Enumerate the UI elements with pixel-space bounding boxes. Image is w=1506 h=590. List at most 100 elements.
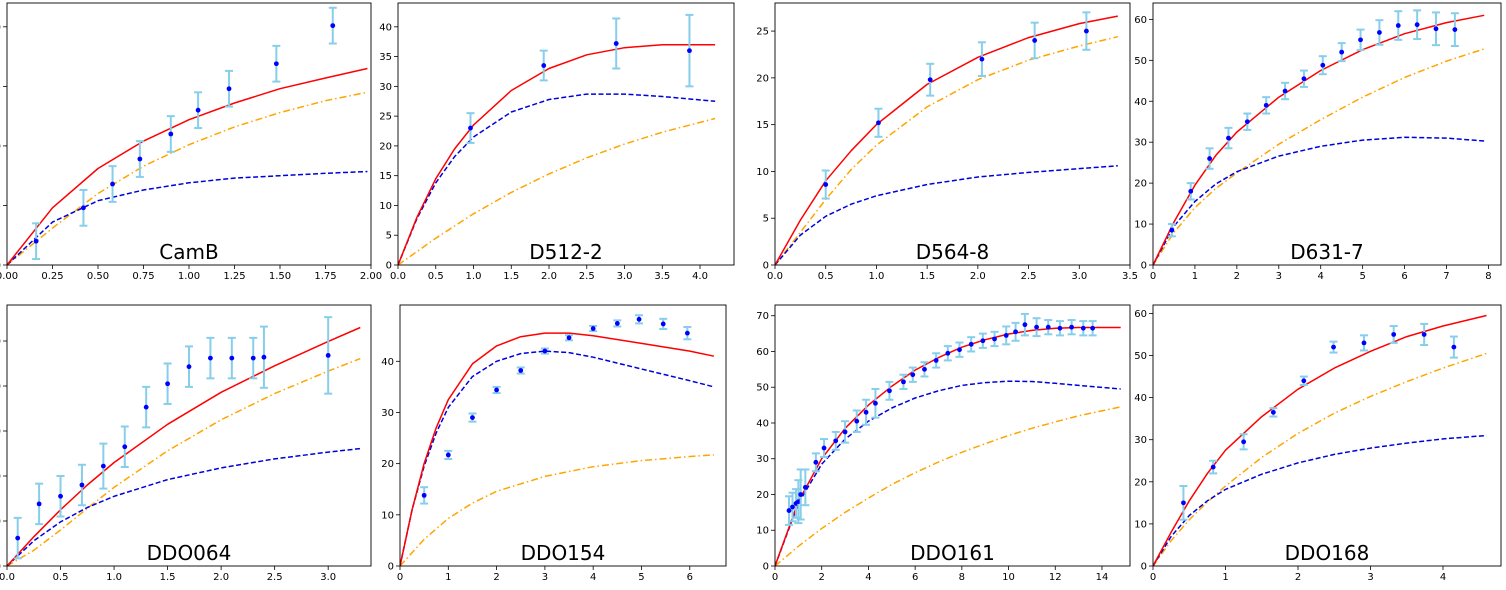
data-point — [1270, 409, 1276, 415]
panel-d564-8: 0.0 0.5 1.0 1.5 2.0 2.5 3.0 3.5 0 5 10 15 20 25 D564-8 — [756, 2, 1138, 282]
y-tick-label: 50 — [1134, 56, 1147, 67]
y-tick-label: 30 — [1134, 138, 1147, 149]
data-point — [468, 125, 473, 131]
y-tick-label: 0 — [1141, 562, 1147, 573]
y-tick-label: 10 — [0, 141, 1, 152]
x-tick-label: 1.0 — [106, 572, 122, 583]
data-point — [1034, 324, 1039, 330]
data-point — [81, 205, 86, 211]
x-tick-label: 2 — [819, 572, 825, 583]
y-tick-label: 10 — [756, 167, 769, 178]
data-point — [873, 400, 878, 406]
data-point — [980, 338, 986, 344]
data-point — [687, 48, 692, 54]
dashed-curve — [1153, 136, 1485, 265]
data-point — [863, 409, 869, 415]
total-curve — [775, 326, 1121, 566]
x-tick-label: 3.0 — [617, 271, 633, 282]
x-tick-label: 2 — [493, 572, 499, 583]
data-point — [933, 358, 939, 363]
x-tick-label: 0.0 — [767, 271, 783, 282]
x-tick-label: 3 — [1276, 271, 1282, 282]
y-tick-label: 25 — [379, 112, 392, 123]
data-point — [208, 355, 213, 361]
x-tick-label: 0.75 — [132, 271, 154, 282]
y-tick-label: 20 — [0, 22, 1, 33]
x-tick-label: 4.0 — [692, 271, 708, 282]
data-point — [100, 463, 106, 469]
panel-title: DDO168 — [1285, 541, 1370, 565]
x-tick-label: 1.75 — [314, 271, 336, 282]
data-point — [470, 415, 475, 420]
data-point — [798, 492, 804, 497]
data-point — [1301, 378, 1307, 384]
total-curve — [7, 67, 368, 265]
data-point — [229, 355, 235, 361]
y-tick-label: 5 — [386, 231, 392, 242]
x-tick-label: 1.5 — [160, 572, 176, 583]
total-curve — [1153, 314, 1487, 566]
data-point — [325, 353, 331, 358]
x-tick-label: 2.0 — [970, 271, 986, 282]
data-point — [261, 354, 267, 360]
x-tick-label: 0.50 — [87, 271, 109, 282]
y-tick-label: 0 — [0, 261, 1, 272]
data-point — [992, 336, 997, 342]
x-tick-label: 1.00 — [178, 271, 200, 282]
x-tick-label: 0 — [1150, 572, 1156, 583]
data-point — [1013, 329, 1018, 335]
plot-area — [1153, 9, 1485, 265]
data-point — [613, 41, 619, 46]
y-tick-label: 50 — [756, 383, 769, 394]
dashdot-curve — [7, 91, 368, 265]
data-point — [802, 484, 808, 490]
x-tick-label: 2.5 — [579, 271, 595, 282]
data-point — [1207, 156, 1213, 161]
x-tick-label: 0.5 — [818, 271, 834, 282]
data-point — [979, 56, 985, 62]
plot-area — [400, 314, 715, 566]
x-tick-label: 12 — [1049, 572, 1062, 583]
data-point — [1414, 22, 1420, 28]
data-point — [1452, 27, 1458, 33]
data-point — [1181, 500, 1186, 506]
data-point — [854, 418, 860, 424]
panel-ddo154: 0 1 2 3 4 5 6 0 10 20 30 40 DDO154 — [381, 304, 727, 583]
data-point — [823, 182, 829, 187]
x-tick-label: 0.25 — [41, 271, 63, 282]
x-tick-label: 1.5 — [503, 271, 519, 282]
y-tick-label: 20 — [756, 490, 769, 501]
y-tick-label: 40 — [0, 382, 1, 393]
dashdot-curve — [400, 454, 714, 566]
x-tick-label: 2.0 — [541, 271, 557, 282]
y-tick-label: 30 — [1134, 435, 1147, 446]
data-point — [1377, 30, 1382, 35]
x-tick-label: 3.0 — [1071, 271, 1087, 282]
plot-area — [398, 13, 716, 265]
x-tick-label: 0 — [772, 572, 778, 583]
data-point — [15, 535, 21, 541]
x-tick-label: 3.0 — [320, 572, 336, 583]
x-tick-label: 4 — [590, 572, 596, 583]
y-tick-label: 60 — [1134, 15, 1147, 26]
data-point — [1080, 325, 1086, 331]
x-tick-label: 6 — [1401, 271, 1407, 282]
data-point — [1421, 332, 1427, 337]
data-point — [143, 404, 149, 410]
y-tick-label: 30 — [381, 408, 394, 419]
x-tick-label: 1.0 — [466, 271, 482, 282]
x-tick-label: 1.5 — [919, 271, 935, 282]
y-tick-label: 0 — [763, 562, 769, 573]
data-point — [137, 156, 143, 162]
y-tick-label: 20 — [0, 472, 1, 483]
y-tick-label: 5 — [0, 201, 1, 212]
plot-area — [775, 312, 1121, 566]
data-point — [58, 493, 63, 499]
x-tick-label: 0.5 — [53, 572, 69, 583]
x-tick-label: 1 — [1222, 572, 1228, 583]
x-tick-label: 2.5 — [267, 572, 283, 583]
panel-title: DDO154 — [521, 541, 606, 565]
dashdot-curve — [7, 357, 361, 566]
axes-frame — [399, 304, 727, 567]
data-point — [494, 387, 499, 393]
